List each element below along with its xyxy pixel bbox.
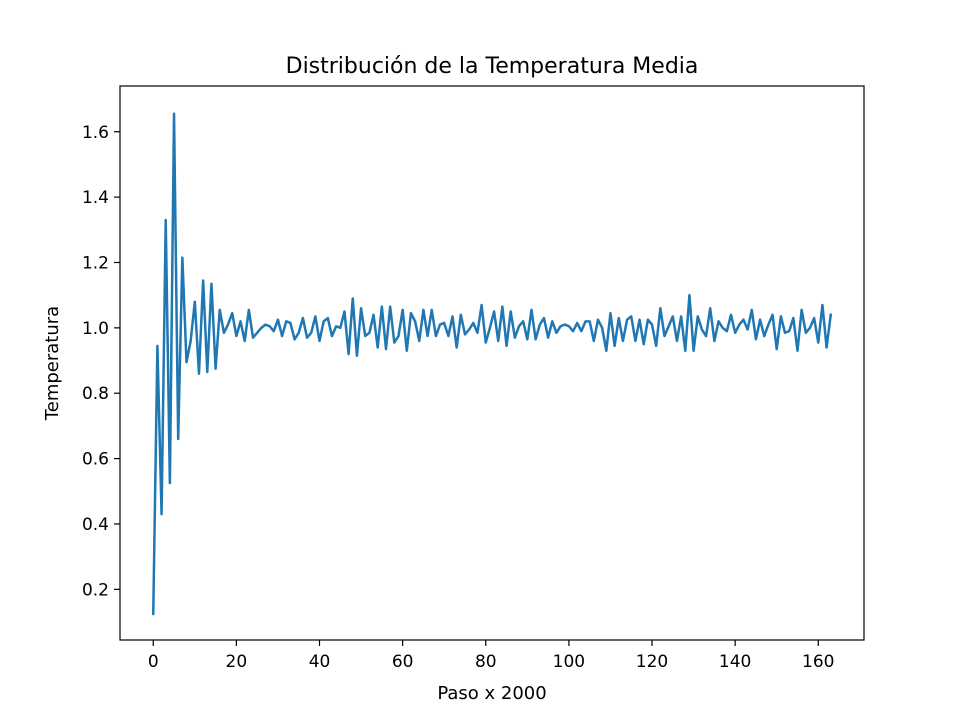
y-tick-label-1.6: 1.6 <box>82 123 109 143</box>
plot-frame <box>119 85 865 641</box>
y-tick-label-0.4: 0.4 <box>82 515 109 535</box>
plot-area: 0 20 40 60 80 100 120 140 160 0.2 0.4 0.6 0.8 1.0 1.2 1… <box>82 85 865 672</box>
y-axis-label: Temperatura <box>42 306 63 421</box>
chart-title: Distribución de la Temperatura Media <box>286 54 699 79</box>
y-tick-label-0.2: 0.2 <box>82 580 109 600</box>
x-axis-label: Paso x 2000 <box>437 683 546 704</box>
x-tick-label-20: 20 <box>226 652 248 672</box>
x-tick-label-80: 80 <box>475 652 497 672</box>
y-tick-label-0.6: 0.6 <box>82 450 109 470</box>
x-tick-label-100: 100 <box>553 652 585 672</box>
x-tick-label-60: 60 <box>392 652 414 672</box>
x-tick-label-140: 140 <box>719 652 751 672</box>
y-tick-label-0.8: 0.8 <box>82 384 109 404</box>
x-tick-label-40: 40 <box>309 652 331 672</box>
x-tick-label-160: 160 <box>802 652 834 672</box>
series-line-0 <box>151 112 833 616</box>
x-tick-label-120: 120 <box>636 652 668 672</box>
x-tick-label-0: 0 <box>148 652 159 672</box>
y-tick-label-1.4: 1.4 <box>82 188 109 208</box>
y-tick-label-1: 1.0 <box>82 319 109 339</box>
y-tick-label-1.2: 1.2 <box>82 253 109 273</box>
